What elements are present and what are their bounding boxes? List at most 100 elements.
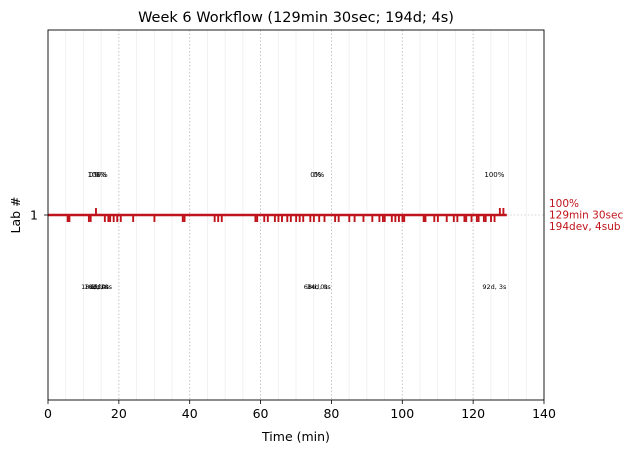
x-axis-label: Time (min) [261, 429, 330, 444]
event-marker [89, 215, 92, 222]
annotation-time: 1d, 0s [89, 283, 110, 291]
event-marker [103, 215, 106, 222]
event-marker [397, 215, 400, 222]
event-marker [433, 215, 436, 222]
x-tick-label: 120 [461, 406, 485, 421]
event-marker [484, 215, 487, 222]
event-marker [132, 215, 135, 222]
event-marker [109, 215, 112, 222]
event-marker [371, 215, 374, 222]
y-tick-label: 1 [30, 208, 38, 223]
x-tick-label: 140 [532, 406, 556, 421]
event-marker [323, 215, 326, 222]
annotation-time: 18d, 0s [81, 283, 106, 291]
event-marker [378, 215, 381, 222]
x-tick-label: 60 [253, 406, 269, 421]
event-marker [452, 215, 455, 222]
event-marker [286, 215, 289, 222]
event-marker [153, 215, 156, 222]
event-marker [383, 215, 386, 222]
event-marker [112, 215, 115, 222]
event-marker [263, 215, 266, 222]
x-tick-label: 100 [390, 406, 414, 421]
event-marker [213, 215, 216, 222]
event-marker [183, 215, 186, 222]
event-marker [116, 215, 119, 222]
end-label-line: 129min 30sec [549, 210, 623, 222]
series-lab-1 [48, 208, 544, 222]
annotation-percent: 0% [313, 171, 324, 179]
event-marker [95, 208, 97, 215]
event-marker [348, 215, 351, 222]
plot-frame [47, 29, 545, 401]
event-marker [382, 215, 384, 222]
annotation-time: 68d, 0s [304, 283, 329, 291]
event-marker [273, 215, 276, 222]
annotation-time: 2d, 0s [92, 283, 113, 291]
event-marker [403, 215, 406, 222]
event-marker [312, 215, 315, 222]
x-tick-label: 40 [182, 406, 198, 421]
chart-title: Week 6 Workflow (129min 30sec; 194d; 4s) [138, 10, 454, 26]
event-marker [254, 215, 257, 222]
y-axis-label: Lab # [8, 196, 23, 233]
event-marker [456, 215, 459, 222]
event-marker [87, 215, 90, 222]
x-tick-label: 20 [111, 406, 127, 421]
annotation-time: 92d, 3s [482, 283, 507, 291]
event-marker [362, 215, 365, 222]
event-marker [220, 215, 223, 222]
event-marker [475, 215, 478, 222]
event-marker [68, 215, 71, 222]
annotation-percent: 100% [484, 171, 504, 179]
event-marker [298, 215, 301, 222]
annotation-percent: 0% [310, 171, 321, 179]
annotation-time: 16d, 1s [84, 283, 109, 291]
event-marker [422, 215, 425, 222]
event-marker [295, 215, 298, 222]
annotation-percent: 100% [88, 171, 108, 179]
event-marker [318, 215, 321, 222]
axis-ticks: 0 20 40 60 80 100 120 140 1 [30, 208, 556, 422]
event-marker [470, 215, 473, 222]
event-marker [390, 215, 393, 222]
event-marker [445, 215, 448, 222]
event-marker [401, 215, 404, 222]
event-marker [477, 215, 480, 222]
event-marker [498, 208, 501, 215]
annotation-percent: 0% [95, 171, 106, 179]
event-marker [66, 215, 69, 222]
event-marker [334, 215, 337, 222]
annotation-time: 34d, 0s [307, 283, 332, 291]
event-marker [107, 215, 110, 222]
x-tick-label: 0 [44, 406, 52, 421]
event-marker [482, 215, 485, 222]
x-tick-label: 80 [323, 406, 339, 421]
event-marker [424, 215, 427, 222]
event-marker [289, 215, 292, 222]
event-marker [119, 215, 122, 222]
event-marker [353, 215, 356, 222]
end-label-line: 100% [549, 198, 579, 210]
event-marker [337, 215, 340, 222]
event-marker [394, 215, 397, 222]
event-marker [490, 215, 492, 222]
event-marker [309, 215, 312, 222]
event-marker [256, 215, 259, 222]
event-marker [465, 215, 468, 222]
event-marker [502, 208, 505, 215]
event-marker [493, 215, 496, 222]
event-marker [463, 215, 466, 222]
event-marker [436, 215, 439, 222]
event-marker [281, 215, 283, 222]
event-marker [266, 215, 269, 222]
event-marker [181, 215, 184, 222]
end-label-line: 194dev, 4sub [549, 221, 621, 233]
event-marker [217, 215, 220, 222]
event-marker [277, 215, 280, 222]
event-marker [302, 215, 305, 222]
annotation-percent: 0% [89, 171, 100, 179]
